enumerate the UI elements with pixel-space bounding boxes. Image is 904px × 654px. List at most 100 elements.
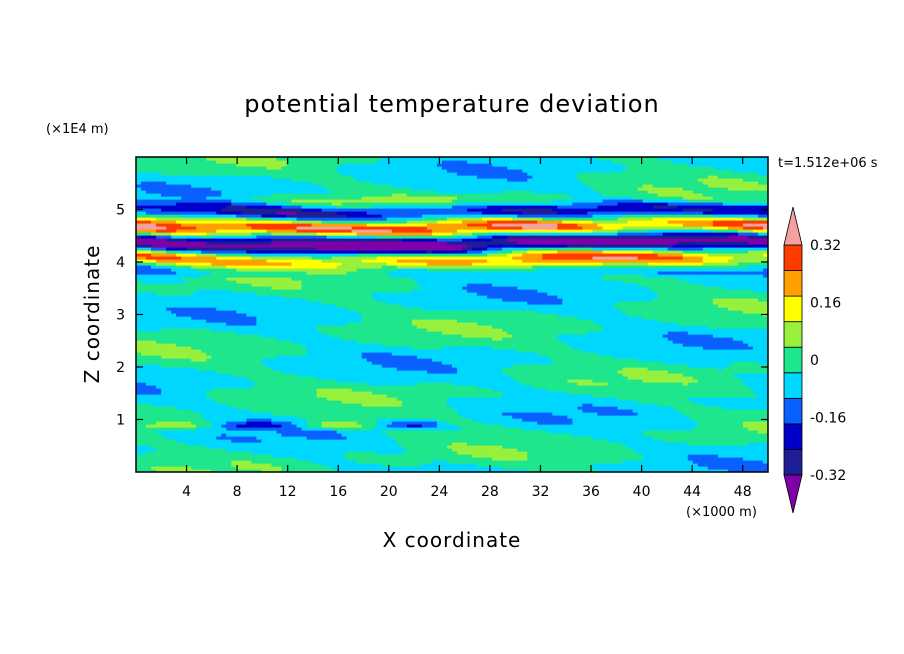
heatmap-cell [737, 433, 744, 437]
heatmap-cell [226, 466, 232, 470]
heatmap-cell [547, 415, 553, 419]
heatmap-cell [687, 445, 694, 449]
heatmap-cell [577, 433, 584, 437]
heatmap-cell [271, 409, 278, 413]
heatmap-cell [416, 436, 423, 440]
heatmap-cell [366, 418, 373, 422]
heatmap-cell [176, 457, 182, 461]
heatmap-cell [472, 379, 478, 383]
heatmap-cell [216, 427, 222, 431]
heatmap-cell [286, 466, 293, 470]
heatmap-cell [587, 382, 594, 386]
heatmap-cell [572, 463, 578, 467]
heatmap-cell [421, 451, 428, 455]
heatmap-cell [552, 430, 558, 434]
heatmap-cell [221, 394, 227, 398]
heatmap-cell [467, 433, 473, 437]
heatmap-cell [176, 382, 182, 386]
heatmap-cell [752, 457, 759, 461]
heatmap-cell [597, 403, 604, 407]
heatmap-cell [622, 394, 629, 398]
heatmap-cell [216, 460, 222, 464]
heatmap-cell [326, 430, 333, 434]
heatmap-cell [642, 457, 649, 461]
heatmap-cell [261, 424, 268, 428]
heatmap-cell [607, 370, 614, 374]
heatmap-cell [522, 424, 528, 428]
heatmap-cell [502, 400, 508, 404]
heatmap-cell [256, 391, 262, 395]
heatmap-cell [577, 379, 584, 383]
heatmap-cell [642, 412, 649, 416]
heatmap-cell [351, 382, 358, 386]
heatmap-cell [276, 469, 283, 472]
heatmap-cell [657, 439, 664, 443]
heatmap-cell [141, 391, 147, 395]
heatmap-cell [391, 373, 398, 377]
heatmap-cell [361, 397, 368, 401]
heatmap-cell [311, 436, 318, 440]
heatmap-cell [512, 466, 518, 470]
heatmap-cell [507, 457, 513, 461]
heatmap-cell [617, 433, 624, 437]
heatmap-cell [647, 424, 654, 428]
heatmap-cell [607, 397, 614, 401]
heatmap-cell [441, 427, 448, 431]
heatmap-cell [727, 469, 734, 472]
heatmap-cell [241, 466, 247, 470]
heatmap-cell [517, 427, 523, 431]
heatmap-cell [326, 400, 333, 404]
heatmap-cell [216, 409, 222, 413]
heatmap-cell [577, 400, 584, 404]
heatmap-cell [436, 442, 443, 446]
heatmap-cell [667, 394, 674, 398]
heatmap-cell [632, 385, 639, 389]
heatmap-cell [662, 400, 669, 404]
heatmap-cell [321, 466, 328, 470]
heatmap-cell [722, 400, 729, 404]
heatmap-cell [341, 400, 348, 404]
heatmap-cell [527, 376, 533, 380]
heatmap-cell [592, 418, 599, 422]
heatmap-cell [482, 415, 488, 419]
heatmap-cell [722, 403, 729, 407]
heatmap-cell [441, 436, 448, 440]
heatmap-cell [386, 409, 393, 413]
heatmap-cell [331, 379, 338, 383]
heatmap-cell [291, 454, 298, 458]
heatmap-cell [722, 373, 729, 377]
heatmap-cell [527, 370, 533, 374]
heatmap-cell [587, 469, 594, 472]
heatmap-cell [757, 466, 764, 470]
heatmap-cell [702, 469, 709, 472]
heatmap-cell [677, 424, 684, 428]
heatmap-cell [602, 400, 609, 404]
heatmap-cell [622, 424, 629, 428]
heatmap-cell [712, 457, 719, 461]
heatmap-cell [181, 394, 187, 398]
heatmap-cell [612, 439, 619, 443]
heatmap-cell [522, 400, 528, 404]
heatmap-cell [316, 415, 323, 419]
heatmap-cell [662, 433, 669, 437]
heatmap-cell [482, 427, 488, 431]
heatmap-cell [517, 421, 523, 425]
heatmap-cell [241, 439, 247, 443]
heatmap-cell [702, 451, 709, 455]
heatmap-cell [296, 469, 303, 472]
heatmap-cell [426, 469, 433, 472]
heatmap-cell [386, 463, 393, 467]
heatmap-cell [527, 439, 533, 443]
heatmap-cell [647, 409, 654, 413]
heatmap-cell [577, 460, 584, 464]
heatmap-cell [186, 421, 192, 425]
heatmap-cell [507, 415, 513, 419]
heatmap-cell [697, 388, 704, 392]
heatmap-cell [291, 388, 298, 392]
heatmap-cell [627, 463, 634, 467]
heatmap-cell [757, 415, 764, 419]
heatmap-cell [236, 457, 242, 461]
heatmap-cell [707, 403, 714, 407]
heatmap-cell [697, 397, 704, 401]
heatmap-cell [452, 463, 458, 467]
